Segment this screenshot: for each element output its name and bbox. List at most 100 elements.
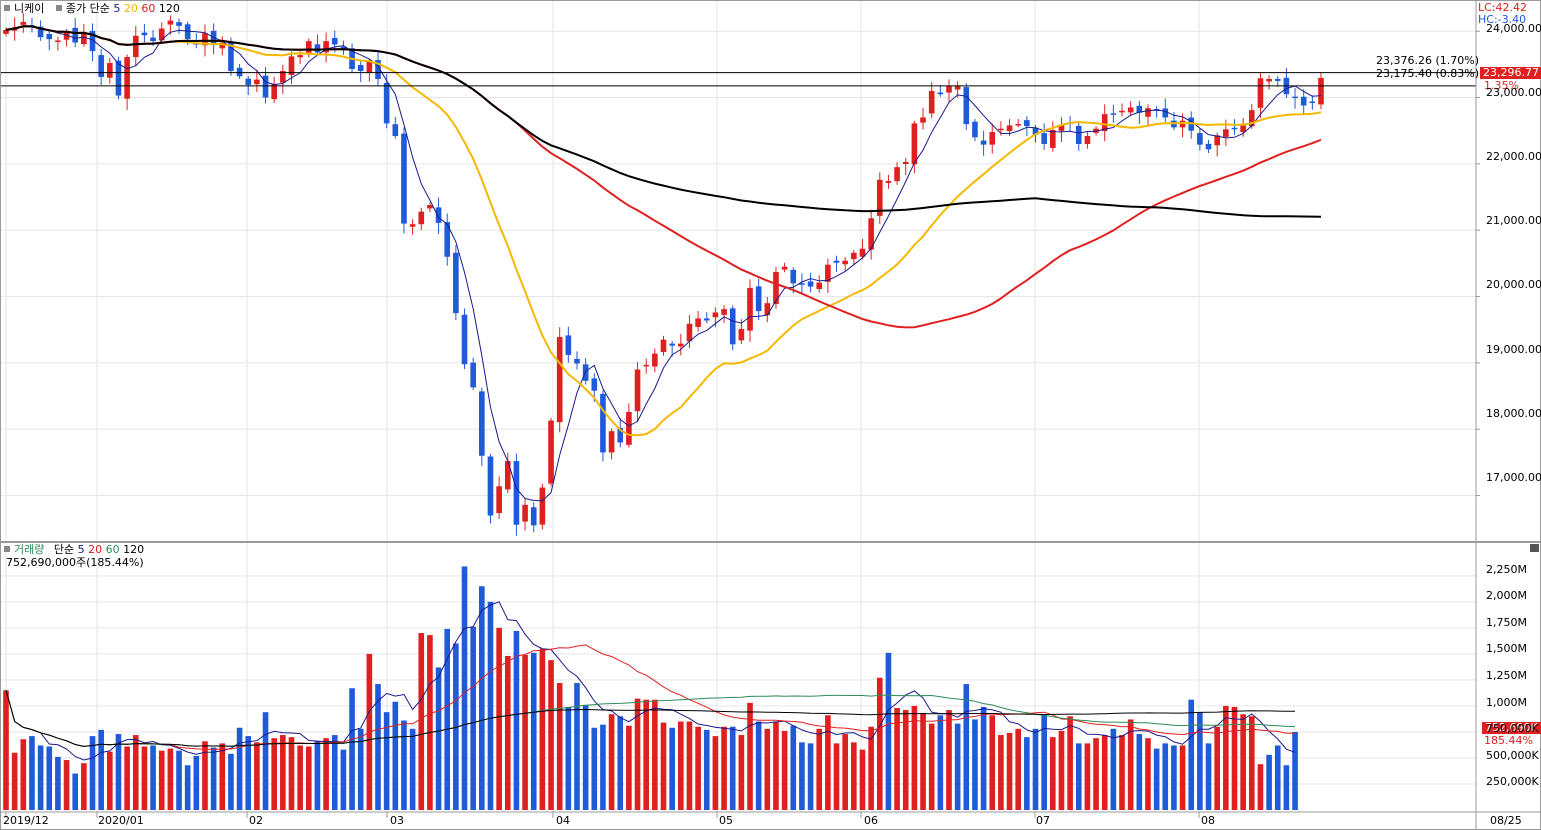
panel-toggle-icon[interactable] [4,5,10,11]
volume-ma-20: 20 [88,543,103,556]
volume-bar [305,746,312,810]
candle-body [764,303,771,316]
x-tick: 05 [719,814,733,827]
volume-bar [608,714,615,810]
candle-body [401,133,407,224]
candle-body [470,362,476,388]
candle-body [288,56,295,75]
volume-bar [1006,732,1013,810]
candle-body [894,167,900,182]
volume-moving-averages [5,601,1296,761]
volume-bar [686,721,693,810]
volume-bar [1274,745,1281,810]
price-tick: 23,000.00 [1486,86,1541,99]
line-high-label: 23,376.26 (1.70%) [1376,54,1480,67]
current-change-label: 1.35% [1484,79,1519,92]
candle-body [833,260,840,263]
candle-body [972,121,978,138]
volume-bar [591,727,598,810]
volume-ma-label: 단순 [53,543,75,556]
candle-body [305,41,312,53]
volume-bar [132,735,139,810]
candle-body [937,92,944,95]
candle-body [1015,124,1022,126]
volume-bar [1049,737,1056,810]
candle-body [686,323,693,342]
axis-ticks [5,30,1480,818]
candle-body [1145,108,1151,117]
candle-body [357,65,364,71]
volume-bar [928,723,935,810]
volume-panel-close-icon[interactable] [1530,544,1539,552]
volume-bar [859,749,866,810]
volume-bar [115,734,122,810]
price-panel-header: 니케이 종가 단순 5 20 60 120 [4,3,180,15]
volume-bar [1214,726,1220,810]
volume-bar [522,654,528,810]
volume-bar [453,643,459,810]
candle-body [1248,110,1255,127]
candle-body [565,335,572,355]
volume-bar [634,698,641,810]
volume-bar [946,710,952,810]
candle-body [124,57,130,99]
candle-body [963,87,970,125]
candle-body [228,42,234,71]
volume-bar [548,660,554,810]
volume-bar [1145,738,1151,810]
volume-bar [1223,705,1229,810]
volume-bar [401,720,407,810]
volume-bar [55,756,61,810]
volume-bar [1257,764,1264,810]
volume-bar [1084,743,1091,810]
candle-body [799,283,805,285]
volume-tick: 2,000M [1486,589,1527,602]
volume-bar [721,726,727,810]
candle-body [1032,127,1039,135]
volume-bar [773,721,779,810]
volume-bar [236,727,243,810]
candle-body [1266,78,1272,82]
x-tick: 03 [390,814,404,827]
volume-bar [444,628,451,810]
volume-bar [20,739,27,810]
candle-body [72,27,79,43]
x-tick: 06 [864,814,878,827]
candle-body [1257,78,1264,108]
ma-toggle-icon[interactable] [55,5,62,11]
candle-body [747,287,753,331]
candle-body [46,33,53,40]
price-tick: 21,000.00 [1486,214,1541,227]
candle-body [236,67,243,77]
candle-body [1292,96,1298,99]
candle-body [158,28,165,41]
volume-bar [254,742,260,810]
candle-body [89,30,96,52]
candle-body [807,281,814,287]
candle-body [1318,77,1324,105]
candle-body [876,179,883,216]
volume-bar [487,601,494,810]
candle-body [556,337,563,423]
volume-bar [184,765,191,810]
current-volume-pct: 185.44% [1484,734,1533,747]
volume-bar [150,745,156,810]
candle-body [184,24,191,40]
candle-body [331,37,338,45]
volume-bar [176,750,182,810]
candle-body [219,42,226,49]
candle-body [487,456,494,516]
price-ma5-line [5,25,1322,502]
volume-bar [911,705,918,810]
candle-body [859,248,866,257]
volume-toggle-icon[interactable] [4,546,10,552]
candle-body [1240,125,1246,133]
candle-body [946,85,952,93]
candle-body [1274,78,1281,81]
volume-bar [954,723,961,810]
price-tick: 17,000.00 [1486,471,1541,484]
candle-body [1041,133,1047,144]
price-ma120-line [5,25,1322,218]
candle-body [271,84,278,100]
volume-bar [1266,754,1272,810]
